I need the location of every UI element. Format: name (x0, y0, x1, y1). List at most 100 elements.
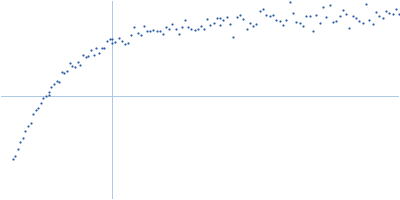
Point (25, 124, 31, 127)
Point (293, 21, 300, 24)
Point (14, 147, 21, 150)
Point (353, 16, 359, 19)
Point (61, 71, 68, 74)
Point (207, 23, 214, 27)
Point (363, 2, 369, 5)
Point (356, 19, 363, 23)
Point (192, 28, 198, 31)
Point (104, 39, 110, 43)
Point (141, 24, 147, 28)
Point (333, 19, 339, 22)
Point (90, 53, 97, 57)
Point (109, 41, 116, 45)
Point (360, 21, 366, 24)
Point (396, 13, 400, 16)
Point (320, 6, 326, 9)
Point (122, 42, 128, 45)
Point (80, 54, 86, 57)
Point (96, 51, 102, 55)
Point (138, 34, 144, 37)
Point (51, 83, 57, 86)
Point (233, 15, 240, 19)
Point (373, 11, 379, 14)
Point (85, 54, 92, 58)
Point (188, 27, 195, 30)
Point (64, 70, 70, 73)
Point (125, 42, 131, 45)
Point (112, 40, 119, 43)
Point (45, 93, 52, 97)
Point (256, 9, 263, 12)
Point (313, 13, 320, 17)
Point (316, 22, 323, 25)
Point (160, 33, 166, 36)
Point (150, 28, 157, 32)
Point (77, 63, 84, 67)
Point (156, 29, 163, 32)
Point (56, 81, 62, 84)
Point (147, 29, 154, 33)
Point (346, 26, 353, 29)
Point (253, 22, 260, 25)
Point (82, 55, 89, 58)
Point (336, 14, 343, 17)
Point (390, 12, 396, 15)
Point (386, 11, 392, 15)
Point (22, 129, 29, 133)
Point (323, 16, 330, 19)
Point (48, 85, 54, 88)
Point (35, 106, 42, 110)
Point (260, 7, 266, 10)
Point (310, 29, 316, 32)
Point (370, 22, 376, 26)
Point (343, 12, 349, 15)
Point (240, 17, 246, 20)
Point (214, 17, 220, 20)
Point (280, 24, 286, 27)
Point (43, 94, 49, 97)
Point (276, 19, 283, 22)
Point (182, 19, 188, 22)
Point (273, 19, 280, 22)
Point (10, 158, 16, 161)
Point (376, 14, 382, 18)
Point (270, 13, 276, 17)
Point (176, 32, 182, 35)
Point (98, 47, 105, 50)
Point (330, 20, 336, 24)
Point (74, 61, 81, 64)
Point (296, 22, 303, 25)
Point (237, 13, 243, 17)
Point (366, 19, 373, 22)
Point (227, 23, 233, 26)
Point (12, 154, 18, 158)
Point (166, 27, 172, 30)
Point (59, 70, 65, 73)
Point (230, 35, 236, 38)
Point (210, 22, 217, 25)
Point (128, 33, 134, 36)
Point (303, 15, 310, 18)
Point (172, 27, 179, 30)
Point (266, 15, 273, 18)
Point (300, 25, 306, 28)
Point (163, 25, 169, 29)
Point (27, 122, 34, 125)
Point (243, 27, 250, 31)
Point (154, 29, 160, 32)
Point (93, 47, 100, 50)
Point (217, 16, 223, 19)
Point (144, 30, 150, 33)
Point (247, 21, 253, 25)
Point (340, 8, 346, 11)
Point (40, 96, 47, 100)
Point (393, 7, 399, 11)
Point (380, 16, 386, 19)
Point (383, 9, 389, 12)
Point (101, 47, 108, 50)
Point (194, 27, 201, 30)
Point (32, 109, 39, 112)
Point (198, 24, 204, 27)
Point (169, 22, 176, 25)
Point (306, 14, 313, 18)
